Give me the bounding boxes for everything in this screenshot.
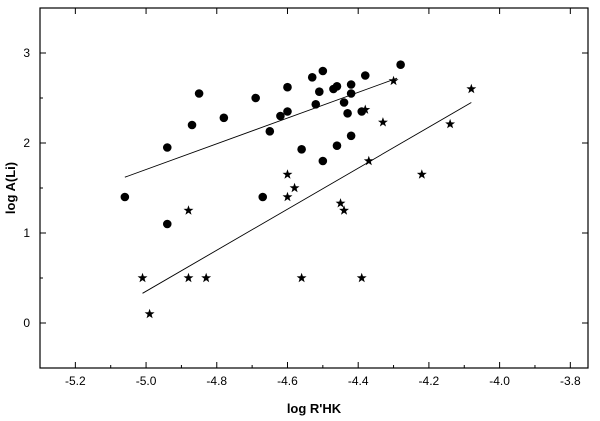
x-tick-label: -4.0 [489,374,510,388]
star-point [445,118,456,129]
star-point [289,182,300,193]
circle-point [251,93,260,103]
star-point [416,169,427,179]
star-point [378,117,388,127]
circle-point [311,100,321,109]
circle-point [276,111,285,121]
y-tick-label: 1 [23,226,30,240]
star-point [282,169,293,179]
x-tick-label: -4.2 [419,374,440,388]
circle-point [346,131,356,141]
circle-point [265,127,275,136]
circle-point [360,71,370,80]
circle-point [120,192,130,202]
fit-line [142,102,472,294]
star-point [201,272,212,283]
star-point [466,83,477,94]
circle-point [258,192,268,202]
x-axis-label: log R'HK [287,401,342,416]
x-tick-label: -4.4 [348,374,369,388]
circle-point [346,89,356,98]
circle-point [194,89,204,98]
star-point [183,272,194,283]
x-tick-label: -4.6 [277,374,298,388]
circle-point [346,80,356,89]
star-point [144,308,155,319]
circle-point [283,82,292,92]
x-tick-label: -3.8 [560,374,581,388]
circle-point [343,109,352,118]
star-point [360,104,371,114]
x-tick-label: -5.0 [136,374,157,388]
star-point [282,191,293,202]
circle-point [187,120,197,130]
star-point [388,75,399,86]
axis-ticks: -5.2 -5.0 -4.8 -4.6 -4.4 -4.2 -4.0 -3.8 0 1 2 3 [23,7,588,388]
x-tick-label: -5.2 [65,374,86,388]
circle-point [339,98,349,107]
data-markers [120,60,477,319]
y-axis-label: log A(Li) [3,162,18,214]
star-point [339,205,349,215]
circle-point [219,113,229,123]
circle-point [315,87,324,96]
y-tick-label: 3 [23,46,30,60]
circle-point [162,143,172,152]
star-point [137,272,148,283]
circle-point [318,66,328,76]
y-tick-label: 2 [23,136,30,150]
star-point [356,272,367,283]
star-point [296,272,307,283]
star-point [335,198,346,208]
circle-point [396,60,405,69]
y-tick-label: 0 [23,316,30,330]
circle-point [162,219,172,229]
star-point [183,205,194,215]
star-point [363,155,374,166]
circle-point [297,145,306,154]
plot-frame [39,7,589,369]
circle-point [307,73,317,82]
x-tick-label: -4.8 [206,374,227,388]
circle-point [332,141,342,150]
circle-point [283,107,292,116]
circle-point [318,156,328,166]
circle-point [332,82,342,91]
